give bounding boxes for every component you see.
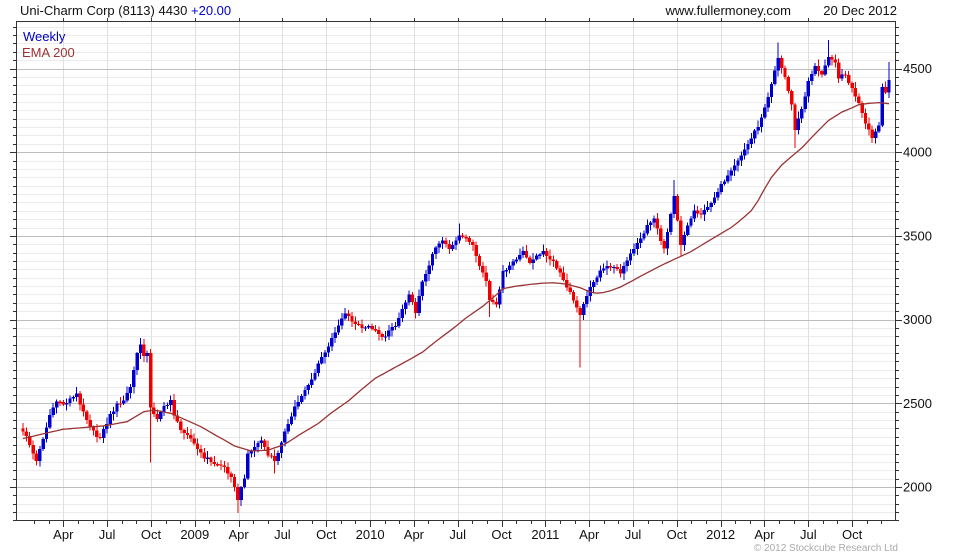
svg-text:4500: 4500 <box>903 61 932 76</box>
svg-text:Oct: Oct <box>141 527 162 542</box>
svg-text:4000: 4000 <box>903 145 932 160</box>
legend-ema: EMA 200 <box>22 45 75 60</box>
svg-text:Jul: Jul <box>449 527 466 542</box>
site-url: www.fullermoney.com <box>665 3 791 18</box>
svg-text:Apr: Apr <box>579 527 600 542</box>
svg-text:Oct: Oct <box>491 527 512 542</box>
date-label: 20 Dec 2012 <box>823 3 897 18</box>
svg-text:Apr: Apr <box>754 527 775 542</box>
copyright-note: © 2012 Stockcube Research Ltd <box>753 543 898 554</box>
svg-text:Jul: Jul <box>274 527 291 542</box>
svg-text:Jul: Jul <box>800 527 817 542</box>
legend-weekly: Weekly <box>23 29 66 44</box>
svg-text:Jul: Jul <box>99 527 116 542</box>
svg-text:Apr: Apr <box>228 527 249 542</box>
svg-text:2009: 2009 <box>180 527 209 542</box>
svg-text:2012: 2012 <box>706 527 735 542</box>
svg-text:2010: 2010 <box>356 527 385 542</box>
svg-text:Oct: Oct <box>842 527 863 542</box>
title-bar: Uni-Charm Corp (8113) 4430 +20.00 www.fu… <box>0 0 980 20</box>
svg-text:Apr: Apr <box>53 527 74 542</box>
svg-text:Jul: Jul <box>625 527 642 542</box>
instrument-title: Uni-Charm Corp (8113) 4430 <box>20 3 188 18</box>
svg-text:3500: 3500 <box>903 228 932 243</box>
page-title: Uni-Charm Corp (8113) 4430 +20.00 <box>20 3 231 18</box>
svg-text:3000: 3000 <box>903 312 932 327</box>
price-change: +20.00 <box>191 3 232 18</box>
svg-text:Oct: Oct <box>316 527 337 542</box>
svg-text:2011: 2011 <box>531 527 559 542</box>
svg-text:Oct: Oct <box>667 527 688 542</box>
svg-text:Apr: Apr <box>404 527 425 542</box>
svg-text:2000: 2000 <box>903 480 932 495</box>
svg-text:2500: 2500 <box>903 396 932 411</box>
